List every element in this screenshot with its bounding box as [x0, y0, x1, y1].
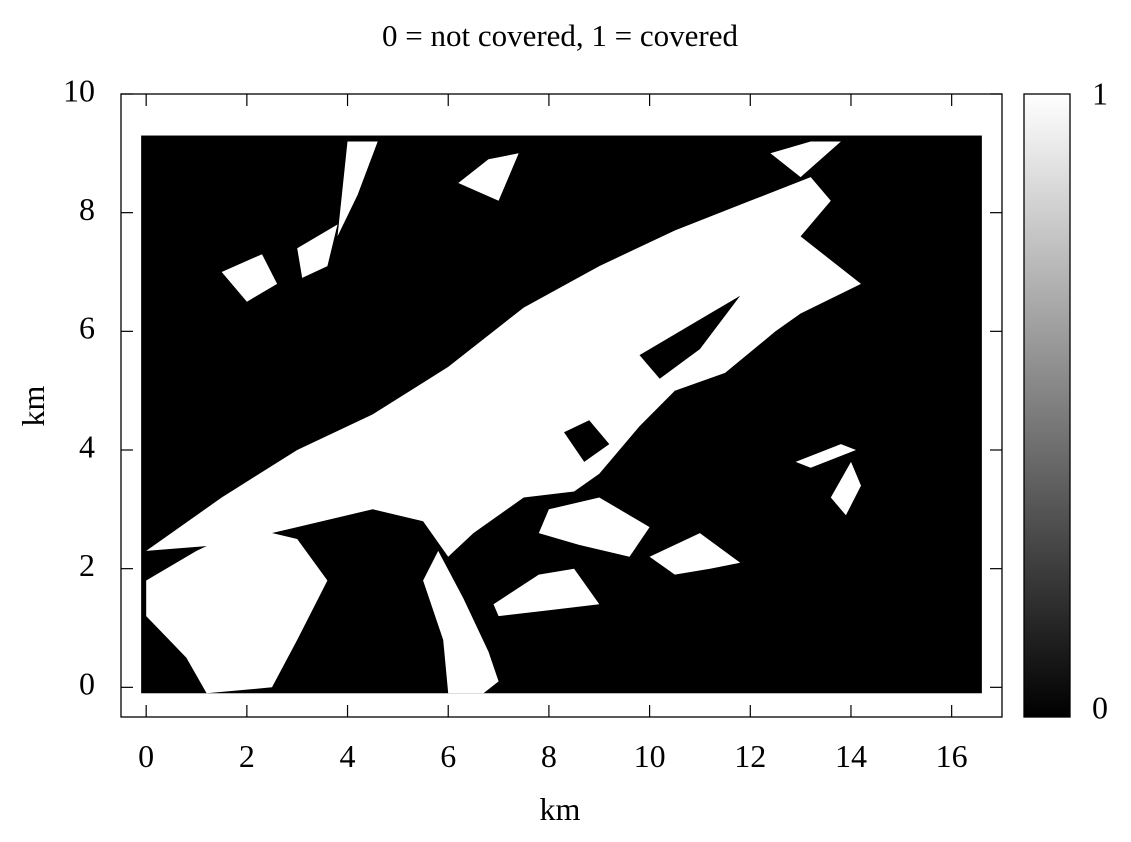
- x-tick-label: 8: [541, 738, 557, 774]
- x-tick-label: 10: [634, 738, 666, 774]
- covered-region-north-ridge-1: [337, 141, 378, 237]
- covered-region-east-blob: [830, 461, 861, 516]
- covered-region-north-ridge-2: [458, 153, 519, 201]
- colorbar-max-label: 1: [1092, 75, 1108, 111]
- covered-region-west-patch-2: [297, 224, 338, 278]
- x-axis-label: km: [540, 791, 581, 827]
- y-tick-label: 0: [79, 666, 95, 702]
- y-tick-label: 4: [79, 428, 95, 464]
- covered-region-main-band: [146, 177, 861, 557]
- y-tick-label: 6: [79, 310, 95, 346]
- y-axis-label: km: [15, 385, 51, 426]
- x-tick-label: 12: [734, 738, 766, 774]
- colorbar-gradient: [1023, 93, 1071, 718]
- covered-region-east-streak: [795, 444, 856, 468]
- colorbar-min-label: 0: [1092, 689, 1108, 725]
- covered-region-east-lobe: [649, 533, 741, 575]
- uncovered-pocket-hole-2: [639, 295, 741, 379]
- covered-region-mid-lobe: [538, 497, 650, 557]
- x-tick-label: 6: [440, 738, 456, 774]
- covered-region-left-lower: [146, 527, 328, 694]
- x-tick-label: 4: [340, 738, 356, 774]
- chart-title: 0 = not covered, 1 = covered: [382, 18, 739, 53]
- covered-region-lower-mid: [423, 550, 499, 694]
- colorbar: 1 0: [1023, 75, 1108, 725]
- covered-region-west-patch-1: [221, 254, 278, 302]
- y-tick-label: 8: [79, 191, 95, 227]
- x-tick-label: 0: [138, 738, 154, 774]
- x-tick-label: 2: [239, 738, 255, 774]
- covered-region-southern-lobe: [493, 568, 600, 617]
- covered-region-north-ridge-3: [770, 141, 841, 178]
- axis-ticks: 0 2 4 6 8 10 12 14 16 0 2 4 6 8 10: [63, 72, 1002, 774]
- uncovered-pocket-hole-1: [564, 420, 610, 462]
- coverage-map: [141, 135, 982, 694]
- plot-area: 0 2 4 6 8 10 12 14 16 0 2 4 6 8 10: [63, 72, 1003, 774]
- y-tick-label: 2: [79, 547, 95, 583]
- x-tick-label: 16: [936, 738, 968, 774]
- x-tick-label: 14: [835, 738, 867, 774]
- y-tick-label: 10: [63, 72, 95, 108]
